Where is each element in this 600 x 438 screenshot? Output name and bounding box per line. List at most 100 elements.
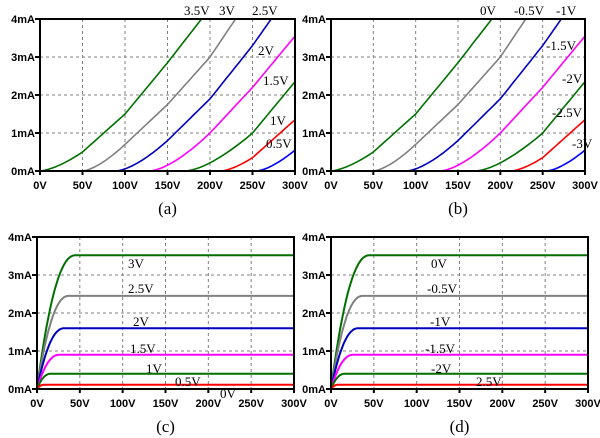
x-tick-label: 50V [73,180,93,192]
series-line [330,327,588,390]
series-label: -2V [562,71,583,86]
series-line [40,119,296,172]
x-tick-label: 150V [155,180,181,192]
x-tick-label: 300V [282,180,308,192]
series-line [331,35,586,172]
y-tick-label: 1mA [302,128,326,140]
series-label: 1.5V [130,341,156,356]
chart-panel-a: 0mA 1mA 2mA 3mA 4mA 0V 50V 100V 150V 200V 250V 300V… [11,3,308,218]
series-label: -1V [430,314,451,329]
x-tick-label: 250V [238,398,264,410]
y-tick-label: 3mA [302,52,326,64]
series-line [40,35,296,172]
panel-caption: (a) [158,199,177,218]
series-label: -0.5V [427,281,458,296]
x-tick-label: 100V [404,398,430,410]
y-tick-label: 1mA [302,346,326,358]
series-label: -2.5V [552,105,583,120]
x-tick-label: 150V [445,180,471,192]
series-label: 0.5V [175,374,201,389]
chart-panel-b: 0mA 1mA 2mA 3mA 4mA 0V 50V 100V 150V 200V 250V 300V… [302,3,598,218]
series-label: 2V [133,314,150,329]
series-label: 1.5V [263,73,289,88]
series-line [331,18,527,172]
series-line [36,254,294,390]
x-tick-label: 250V [240,180,266,192]
x-tick-label: 150V [153,398,179,410]
series-line [330,18,493,172]
y-tick-label: 1mA [8,346,32,358]
y-tick-label: 3mA [8,270,32,282]
series-label: -3V [572,136,593,151]
chart-panel-d: 0mA 1mA 2mA 3mA 4mA 0V 50V 100V 150V 200V 250V 300V… [302,232,600,436]
series-line [40,18,237,172]
series-line [330,254,588,390]
series-line [331,81,586,172]
series-label: -0.5V [514,3,545,18]
series-line [36,327,294,390]
series-label: 3V [219,3,236,18]
y-tick-label: 2mA [302,90,326,102]
series-label: 2.5V [252,3,278,18]
series-label: 3V [128,256,145,271]
series-label: 0V [220,386,237,401]
x-tick-label: 150V [447,398,473,410]
y-tick-label: 0mA [8,384,32,396]
series-label: -1.5V [425,341,456,356]
x-tick-label: 0V [324,398,338,410]
series-label: 1V [270,113,287,128]
series-label: 2.5V [128,281,154,296]
y-tick-label: 0mA [302,384,326,396]
series-line [36,383,294,390]
series-line [331,18,562,172]
series-label: 1V [146,361,163,376]
y-tick-label: 3mA [302,270,326,282]
x-tick-label: 0V [324,180,338,192]
x-tick-label: 50V [364,398,384,410]
x-tick-label: 200V [487,180,513,192]
y-tick-label: 0mA [302,166,326,178]
x-tick-label: 200V [197,180,223,192]
x-tick-label: 250V [532,398,558,410]
series-line [330,372,588,390]
y-tick-label: 2mA [8,308,32,320]
series-line [36,372,294,390]
series-line [330,353,588,390]
series-line [40,18,272,172]
series-line [330,383,588,390]
series-line [39,18,203,172]
panel-caption: (b) [448,199,468,218]
series-label: 2V [258,43,275,58]
y-tick-label: 2mA [11,90,35,102]
series-label: -1.5V [546,38,577,53]
series-label: 3.5V [184,3,210,18]
x-tick-label: 250V [530,180,556,192]
series-line [36,353,294,390]
series-label: 2.5V [476,374,502,389]
series-label: -2V [431,361,452,376]
x-tick-label: 300V [575,398,600,410]
y-tick-label: 4mA [302,14,326,26]
y-tick-label: 0mA [11,166,35,178]
x-tick-label: 300V [572,180,598,192]
x-tick-label: 100V [112,180,138,192]
y-tick-label: 3mA [11,52,35,64]
chart-panel-c: 0mA 1mA 2mA 3mA 4mA 0V 50V 100V 150V 200V 250V 300V… [8,232,307,436]
y-tick-label: 4mA [8,232,32,244]
x-tick-label: 50V [364,180,384,192]
y-tick-label: 4mA [302,232,326,244]
x-tick-label: 100V [110,398,136,410]
panel-caption: (d) [450,417,470,436]
x-tick-label: 100V [403,180,429,192]
series-line [36,294,294,390]
y-tick-label: 2mA [302,308,326,320]
y-tick-label: 1mA [11,128,35,140]
series-label: 0.5V [266,136,292,151]
series-label: 0V [480,3,497,18]
series-label: -1V [556,3,577,18]
x-tick-label: 300V [281,398,307,410]
x-tick-label: 200V [195,398,221,410]
x-tick-label: 200V [489,398,515,410]
x-tick-label: 0V [33,180,47,192]
x-tick-label: 0V [30,398,44,410]
